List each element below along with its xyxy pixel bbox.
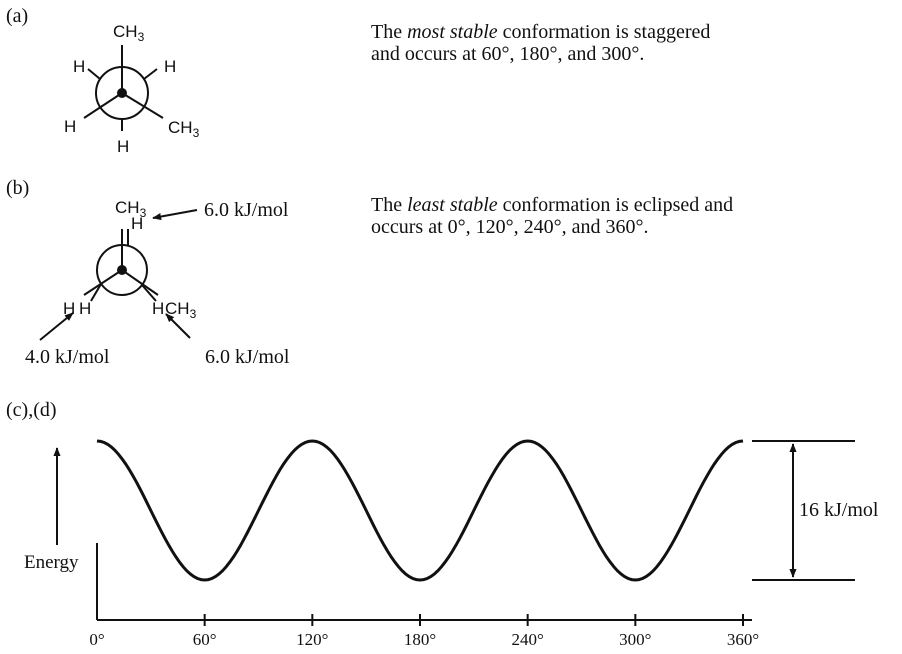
svg-text:CH3: CH3: [165, 299, 197, 321]
bond-a-back-upper-left: [87, 68, 101, 80]
svg-text:CH3: CH3: [168, 118, 200, 140]
panel-b-desc-emph: least stable: [407, 194, 498, 216]
atom-a-lower-left-h: H: [64, 117, 76, 136]
bond-a-front-lower-left: [83, 92, 123, 119]
svg-text:CH3: CH3: [113, 22, 145, 44]
bond-b-front-lower-left: [83, 269, 123, 296]
svg-text:CH3: CH3: [115, 198, 147, 220]
x-tick-label: 0°: [89, 630, 104, 649]
panel-a-desc-emph: most stable: [407, 21, 498, 43]
atom-b-right-back-sub: 3: [190, 307, 197, 321]
bond-b-back-lower-right: [141, 284, 157, 302]
atom-b-top-ch: CH: [115, 198, 140, 217]
newman-projection-eclipsed: CH3 H H H H CH3: [63, 198, 197, 321]
panel-b-label: (b): [6, 177, 29, 199]
x-tick-labels: 0° 60° 120° 180° 240° 300° 360°: [89, 630, 759, 649]
bond-a-front-lower-right: [121, 92, 164, 119]
svg-text:The most stable conformation i: The most stable conformation is staggere…: [371, 21, 710, 43]
panel-a-label: (a): [6, 5, 28, 27]
atom-a-top-sub: 3: [138, 30, 145, 44]
panel-a-desc-line1-rest: conformation is staggered: [498, 21, 711, 43]
bond-a-back-upper-right: [143, 68, 158, 80]
bond-b-back-lower-left: [90, 283, 102, 302]
atom-a-lower-right-ch: CH: [168, 118, 193, 137]
x-tick-label: 300°: [619, 630, 651, 649]
svg-text:The least stable conformation: The least stable conformation is eclipse…: [371, 194, 733, 216]
bond-b-front-lower-right: [121, 269, 159, 296]
panel-a-desc-line2: and occurs at 60°, 180°, and 300°.: [371, 43, 644, 65]
atom-b-right-back-ch: CH: [165, 299, 190, 318]
arrow-b-right: [165, 313, 191, 339]
panel-a-desc-prefix: The: [371, 21, 407, 43]
atom-b-top-back-h: H: [131, 214, 143, 233]
arrow-b-left: [39, 312, 74, 341]
atom-a-upper-left-h: H: [73, 57, 85, 76]
panel-b-desc-line1-rest: conformation is eclipsed and: [498, 194, 734, 216]
panel-cd-label: (c),(d): [6, 399, 57, 421]
barrier-label: 16 kJ/mol: [799, 499, 879, 521]
energy-b-top: 6.0 kJ/mol: [204, 199, 289, 221]
x-tick-label: 180°: [404, 630, 436, 649]
x-tick-label: 120°: [296, 630, 328, 649]
atom-b-right-front-h: H: [152, 299, 164, 318]
atom-a-top-ch: CH: [113, 22, 138, 41]
energy-curve: [96, 439, 744, 582]
atom-b-left-back-h: H: [79, 299, 91, 318]
energy-plot: Energy 0° 60° 120° 180° 240° 300° 360° 16 kJ/m…: [24, 439, 879, 649]
x-tick-label: 240°: [512, 630, 544, 649]
newman-projection-staggered: CH3 H H H CH3 H: [64, 22, 200, 156]
panel-b-desc-line2: occurs at 0°, 120°, 240°, and 360°.: [371, 216, 649, 238]
atom-b-top-sub: 3: [140, 206, 147, 220]
x-tick-label: 360°: [727, 630, 759, 649]
y-axis-label: Energy: [24, 552, 79, 573]
panel-b-desc-prefix: The: [371, 194, 407, 216]
atom-a-bottom-h: H: [117, 137, 129, 156]
arrow-b-top: [152, 209, 198, 221]
atom-a-lower-right-sub: 3: [193, 126, 200, 140]
energy-b-left: 4.0 kJ/mol: [25, 346, 110, 368]
atom-a-upper-right-h: H: [164, 57, 176, 76]
x-ticks: [203, 614, 744, 626]
x-tick-label: 60°: [193, 630, 217, 649]
energy-b-right: 6.0 kJ/mol: [205, 346, 290, 368]
